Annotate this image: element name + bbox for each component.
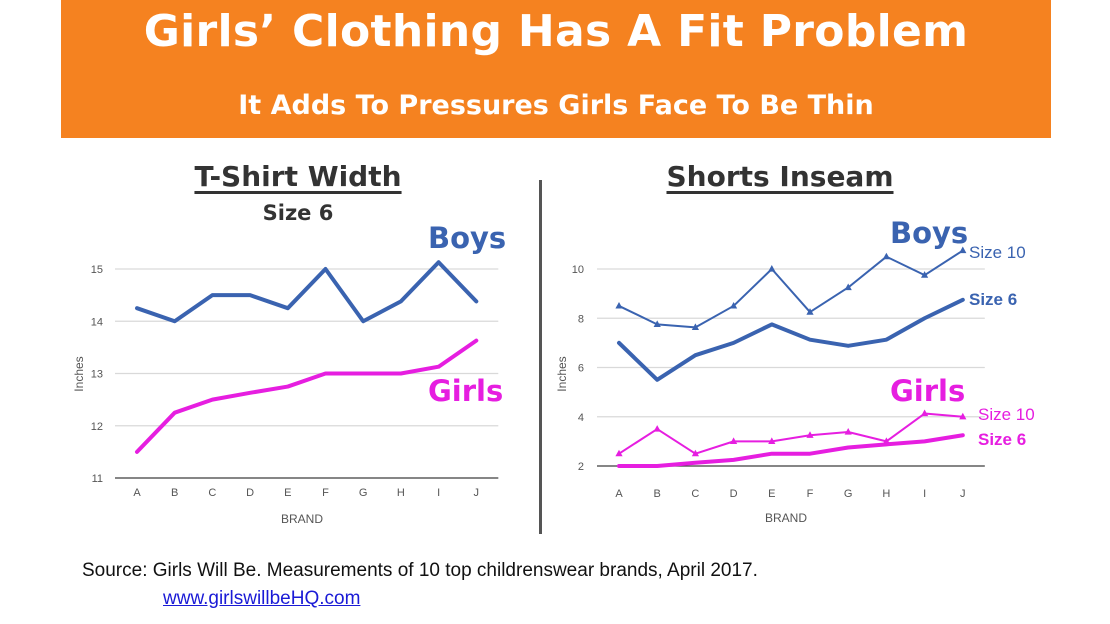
tshirt-x-tick-label: E: [284, 487, 291, 499]
shorts-series-line-boys-size-10: [618, 249, 964, 329]
tshirt-y-tick-label: 13: [91, 369, 103, 381]
shorts-x-tick-label: I: [923, 488, 926, 500]
shorts-y-tick-label: 4: [578, 412, 584, 424]
shorts-y-tick-label: 8: [578, 313, 584, 325]
shorts-data-point: [730, 437, 738, 444]
shorts-data-point: [959, 412, 967, 420]
shorts-y-tick-label: 6: [578, 363, 584, 375]
tshirt-x-tick-label: B: [171, 487, 178, 499]
shorts-series-line-boys-size-6: [617, 297, 965, 382]
shorts-y-tick-label: 10: [572, 264, 584, 276]
shorts-x-tick-label: C: [691, 488, 699, 500]
tshirt-x-tick-label: A: [133, 487, 141, 499]
tshirt-y-tick-label: 14: [91, 316, 103, 328]
shorts-chart-title: Shorts Inseam: [666, 160, 894, 193]
page-subtitle: It Adds To Pressures Girls Face To Be Th…: [238, 90, 874, 121]
shorts-series-label-boys-size-6: Size 6: [969, 290, 1017, 309]
shorts-data-point: [806, 431, 814, 438]
tshirt-x-tick-label: H: [397, 487, 405, 499]
shorts-x-tick-label: G: [844, 488, 853, 500]
tshirt-series-line-boys: [135, 260, 479, 324]
shorts-series-line-girls-size-10: [618, 412, 964, 455]
shorts-x-tick-label: B: [654, 488, 661, 500]
shorts-data-point: [921, 271, 929, 278]
shorts-data-point: [653, 320, 661, 328]
page-title: Girls’ Clothing Has A Fit Problem: [143, 6, 969, 57]
shorts-x-tick-label: A: [615, 488, 623, 500]
shorts-data-point: [806, 308, 814, 315]
shorts-data-point: [653, 425, 661, 432]
shorts-data-point: [844, 283, 852, 291]
shorts-data-point: [615, 449, 623, 457]
header-banner: Girls’ Clothing Has A Fit Problem It Add…: [61, 0, 1051, 138]
tshirt-y-axis-label: Inches: [72, 356, 86, 391]
tshirt-x-tick-label: F: [322, 487, 329, 499]
shorts-data-point: [768, 265, 776, 272]
shorts-x-tick-label: H: [882, 488, 890, 500]
shorts-data-point: [882, 252, 890, 260]
shorts-data-point: [730, 301, 738, 309]
tshirt-x-axis-label: BRAND: [281, 512, 323, 526]
tshirt-chart-subtitle: Size 6: [262, 201, 334, 225]
tshirt-chart-title: T-Shirt Width: [194, 160, 402, 193]
shorts-data-point: [615, 301, 623, 309]
tshirt-y-tick-label: 11: [92, 473, 103, 485]
shorts-series-label-girls-size-10: Size 10: [978, 405, 1035, 424]
shorts-x-axis-label: BRAND: [765, 511, 807, 525]
shorts-x-tick-label: J: [960, 488, 966, 500]
shorts-group-label-girls: Girls: [890, 374, 965, 408]
tshirt-x-tick-label: D: [246, 487, 254, 499]
tshirt-x-tick-label: J: [474, 487, 480, 499]
source-note: Source: Girls Will Be. Measurements of 1…: [82, 560, 758, 581]
shorts-data-point: [959, 246, 967, 254]
tshirt-x-tick-label: I: [437, 487, 440, 499]
tshirt-x-tick-label: C: [208, 487, 216, 499]
shorts-data-point: [921, 409, 929, 417]
tshirt-legend-boys: Boys: [428, 221, 506, 255]
shorts-y-tick-label: 2: [578, 461, 584, 473]
shorts-data-point: [844, 428, 852, 435]
tshirt-series-line-girls: [135, 338, 479, 454]
tshirt-y-tick-label: 12: [91, 421, 103, 433]
shorts-data-point: [691, 449, 699, 457]
shorts-x-tick-label: D: [730, 488, 738, 500]
shorts-data-point: [768, 437, 776, 444]
shorts-series-label-girls-size-6: Size 6: [978, 430, 1026, 449]
shorts-series-label-boys-size-10: Size 10: [969, 243, 1026, 262]
tshirt-x-tick-label: G: [359, 487, 368, 499]
chart-divider: [539, 180, 542, 534]
shorts-x-tick-label: F: [807, 488, 814, 500]
shorts-group-label-boys: Boys: [890, 216, 968, 250]
shorts-x-tick-label: E: [768, 488, 775, 500]
tshirt-y-tick-label: 15: [91, 264, 103, 276]
tshirt-legend-girls: Girls: [428, 374, 503, 408]
source-link[interactable]: www.girlswillbeHQ.com: [163, 588, 361, 609]
shorts-y-axis-label: Inches: [555, 356, 569, 391]
shorts-data-point: [691, 323, 699, 330]
shorts-series-line-girls-size-6: [617, 433, 965, 468]
